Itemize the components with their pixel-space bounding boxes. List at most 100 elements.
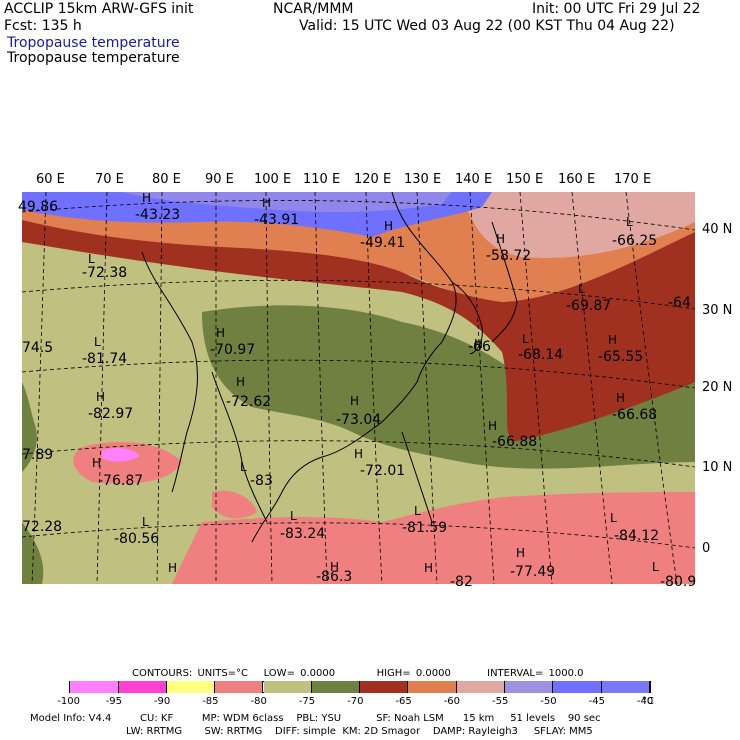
value-label: -66 [468, 339, 491, 355]
lat-label: 20 N [702, 380, 733, 395]
value-label: -58.72 [486, 248, 532, 264]
value-label: -70.97 [210, 342, 256, 358]
colorbar-label: -55 [492, 696, 509, 707]
colorbar-swatch [215, 681, 264, 693]
valid-time: Valid: 15 UTC Wed 03 Aug 22 (00 KST Thu … [299, 18, 675, 34]
low-marker: L [626, 215, 633, 229]
contour-interval: INTERVAL= 1000.0 [487, 668, 584, 679]
high-marker: H [474, 337, 484, 351]
colorbar-swatch [166, 681, 216, 693]
value-label: -80.9 [660, 574, 697, 590]
model-info-line1: Model Info: V4.4 CU: KF MP: WDM 6class P… [30, 713, 601, 724]
field-title-secondary: Tropopause temperature [7, 50, 180, 66]
value-label: -69.87 [566, 298, 612, 314]
low-marker: L [578, 282, 585, 296]
pbl-scheme: PBL: YSU [296, 713, 342, 724]
shade-minus55 [462, 192, 695, 258]
colorbar-swatch [408, 681, 457, 693]
low-marker: L [142, 515, 149, 529]
lon-label: 60 E [36, 172, 65, 187]
lon-label: 140 E [455, 172, 493, 187]
low-marker: L [610, 511, 617, 525]
high-marker: H [330, 560, 340, 574]
value-label: -82 [450, 574, 473, 590]
value-label: -83 [250, 473, 273, 489]
colorbar-swatch [601, 681, 650, 693]
high-marker: H [424, 561, 434, 575]
value-label: -72.38 [82, 265, 128, 281]
lat-label: 0 [702, 541, 711, 556]
value-label: -66.88 [492, 434, 538, 450]
high-marker: H [354, 447, 364, 461]
colorbar-swatch [311, 681, 361, 693]
colorbar-label: -90 [153, 696, 171, 707]
high-marker: H [488, 419, 498, 433]
value-label: -66.68 [612, 407, 658, 423]
colorbar-swatch [263, 681, 312, 693]
diffusion-scheme: DIFF: simple [275, 726, 336, 737]
km-scheme: KM: 2D Smagor [342, 726, 421, 737]
colorbar-swatch [505, 681, 554, 693]
model-version: Model Info: V4.4 [30, 713, 112, 724]
contour-units: CONTOURS: UNITS=°C [132, 668, 249, 679]
value-label: -66.25 [612, 233, 658, 249]
colorbar-swatch [70, 681, 119, 693]
shade-minus70 [202, 305, 695, 469]
shade-minus65 [22, 212, 695, 442]
model-title: ACCLIP 15km ARW-GFS init [4, 1, 194, 17]
colorbar-label: -60 [443, 696, 461, 707]
colorbar-label: -45 [588, 696, 605, 707]
resolution: 15 km [462, 713, 495, 724]
lon-label: 130 E [404, 172, 442, 187]
low-marker: L [652, 560, 659, 574]
value-label: -72.62 [226, 394, 272, 410]
value-label: 7.89 [22, 447, 54, 463]
colorbar-swatch [22, 681, 71, 693]
low-marker: L [414, 504, 421, 518]
value-label: -65.55 [598, 349, 644, 365]
colorbar-label: -50 [540, 696, 557, 707]
value-label: -83.24 [280, 526, 326, 542]
colorbar-label: -75 [298, 696, 316, 707]
model-info-line2: LW: RRTMG SW: RRTMG DIFF: simple KM: 2D … [126, 726, 593, 737]
value-label: -81.74 [82, 351, 128, 367]
value-label: -84.12 [614, 528, 660, 544]
colorbar-label: -40 [636, 696, 654, 707]
high-marker: H [616, 391, 626, 405]
value-label: -81.59 [402, 520, 448, 536]
value-label: -80.56 [114, 531, 160, 547]
lat-label: 10 N [702, 460, 733, 475]
colorbar-label: -95 [105, 696, 122, 707]
microphysics-scheme: MP: WDM 6class [201, 713, 284, 724]
lat-label: 40 N [702, 222, 733, 237]
value-label: 72.28 [22, 519, 63, 535]
low-marker: L [88, 252, 95, 266]
colorbar-swatch [553, 681, 602, 693]
value-label: -72.01 [360, 463, 406, 479]
center-name: NCAR/MMM [273, 1, 354, 17]
value-label: -68.14 [518, 347, 564, 363]
contour-low: LOW= 0.0000 [263, 668, 336, 679]
shade-minus80 [172, 492, 695, 584]
colorbar-label: °C [641, 696, 654, 707]
value-label: -77.49 [510, 564, 556, 580]
high-marker: H [496, 232, 506, 246]
tropopause-temperature-map [22, 192, 695, 584]
value-label: -43.91 [254, 212, 300, 228]
low-marker: L [290, 509, 297, 523]
timestep: 90 sec [567, 713, 601, 724]
lon-label: 100 E [254, 172, 292, 187]
high-marker: H [262, 196, 272, 210]
contour-high: HIGH= 0.0000 [376, 668, 451, 679]
high-marker: H [516, 546, 526, 560]
colorbar-label: -65 [395, 696, 412, 707]
lon-label: 120 E [354, 172, 392, 187]
lon-label: 70 E [95, 172, 124, 187]
longwave-scheme: LW: RRTMG [126, 726, 183, 737]
lon-label: 150 E [506, 172, 544, 187]
lon-label: 160 E [558, 172, 596, 187]
colorbar-label: -85 [202, 696, 219, 707]
value-label: -86.3 [316, 569, 353, 585]
high-marker: H [142, 191, 152, 205]
colorbar-swatch [118, 681, 167, 693]
